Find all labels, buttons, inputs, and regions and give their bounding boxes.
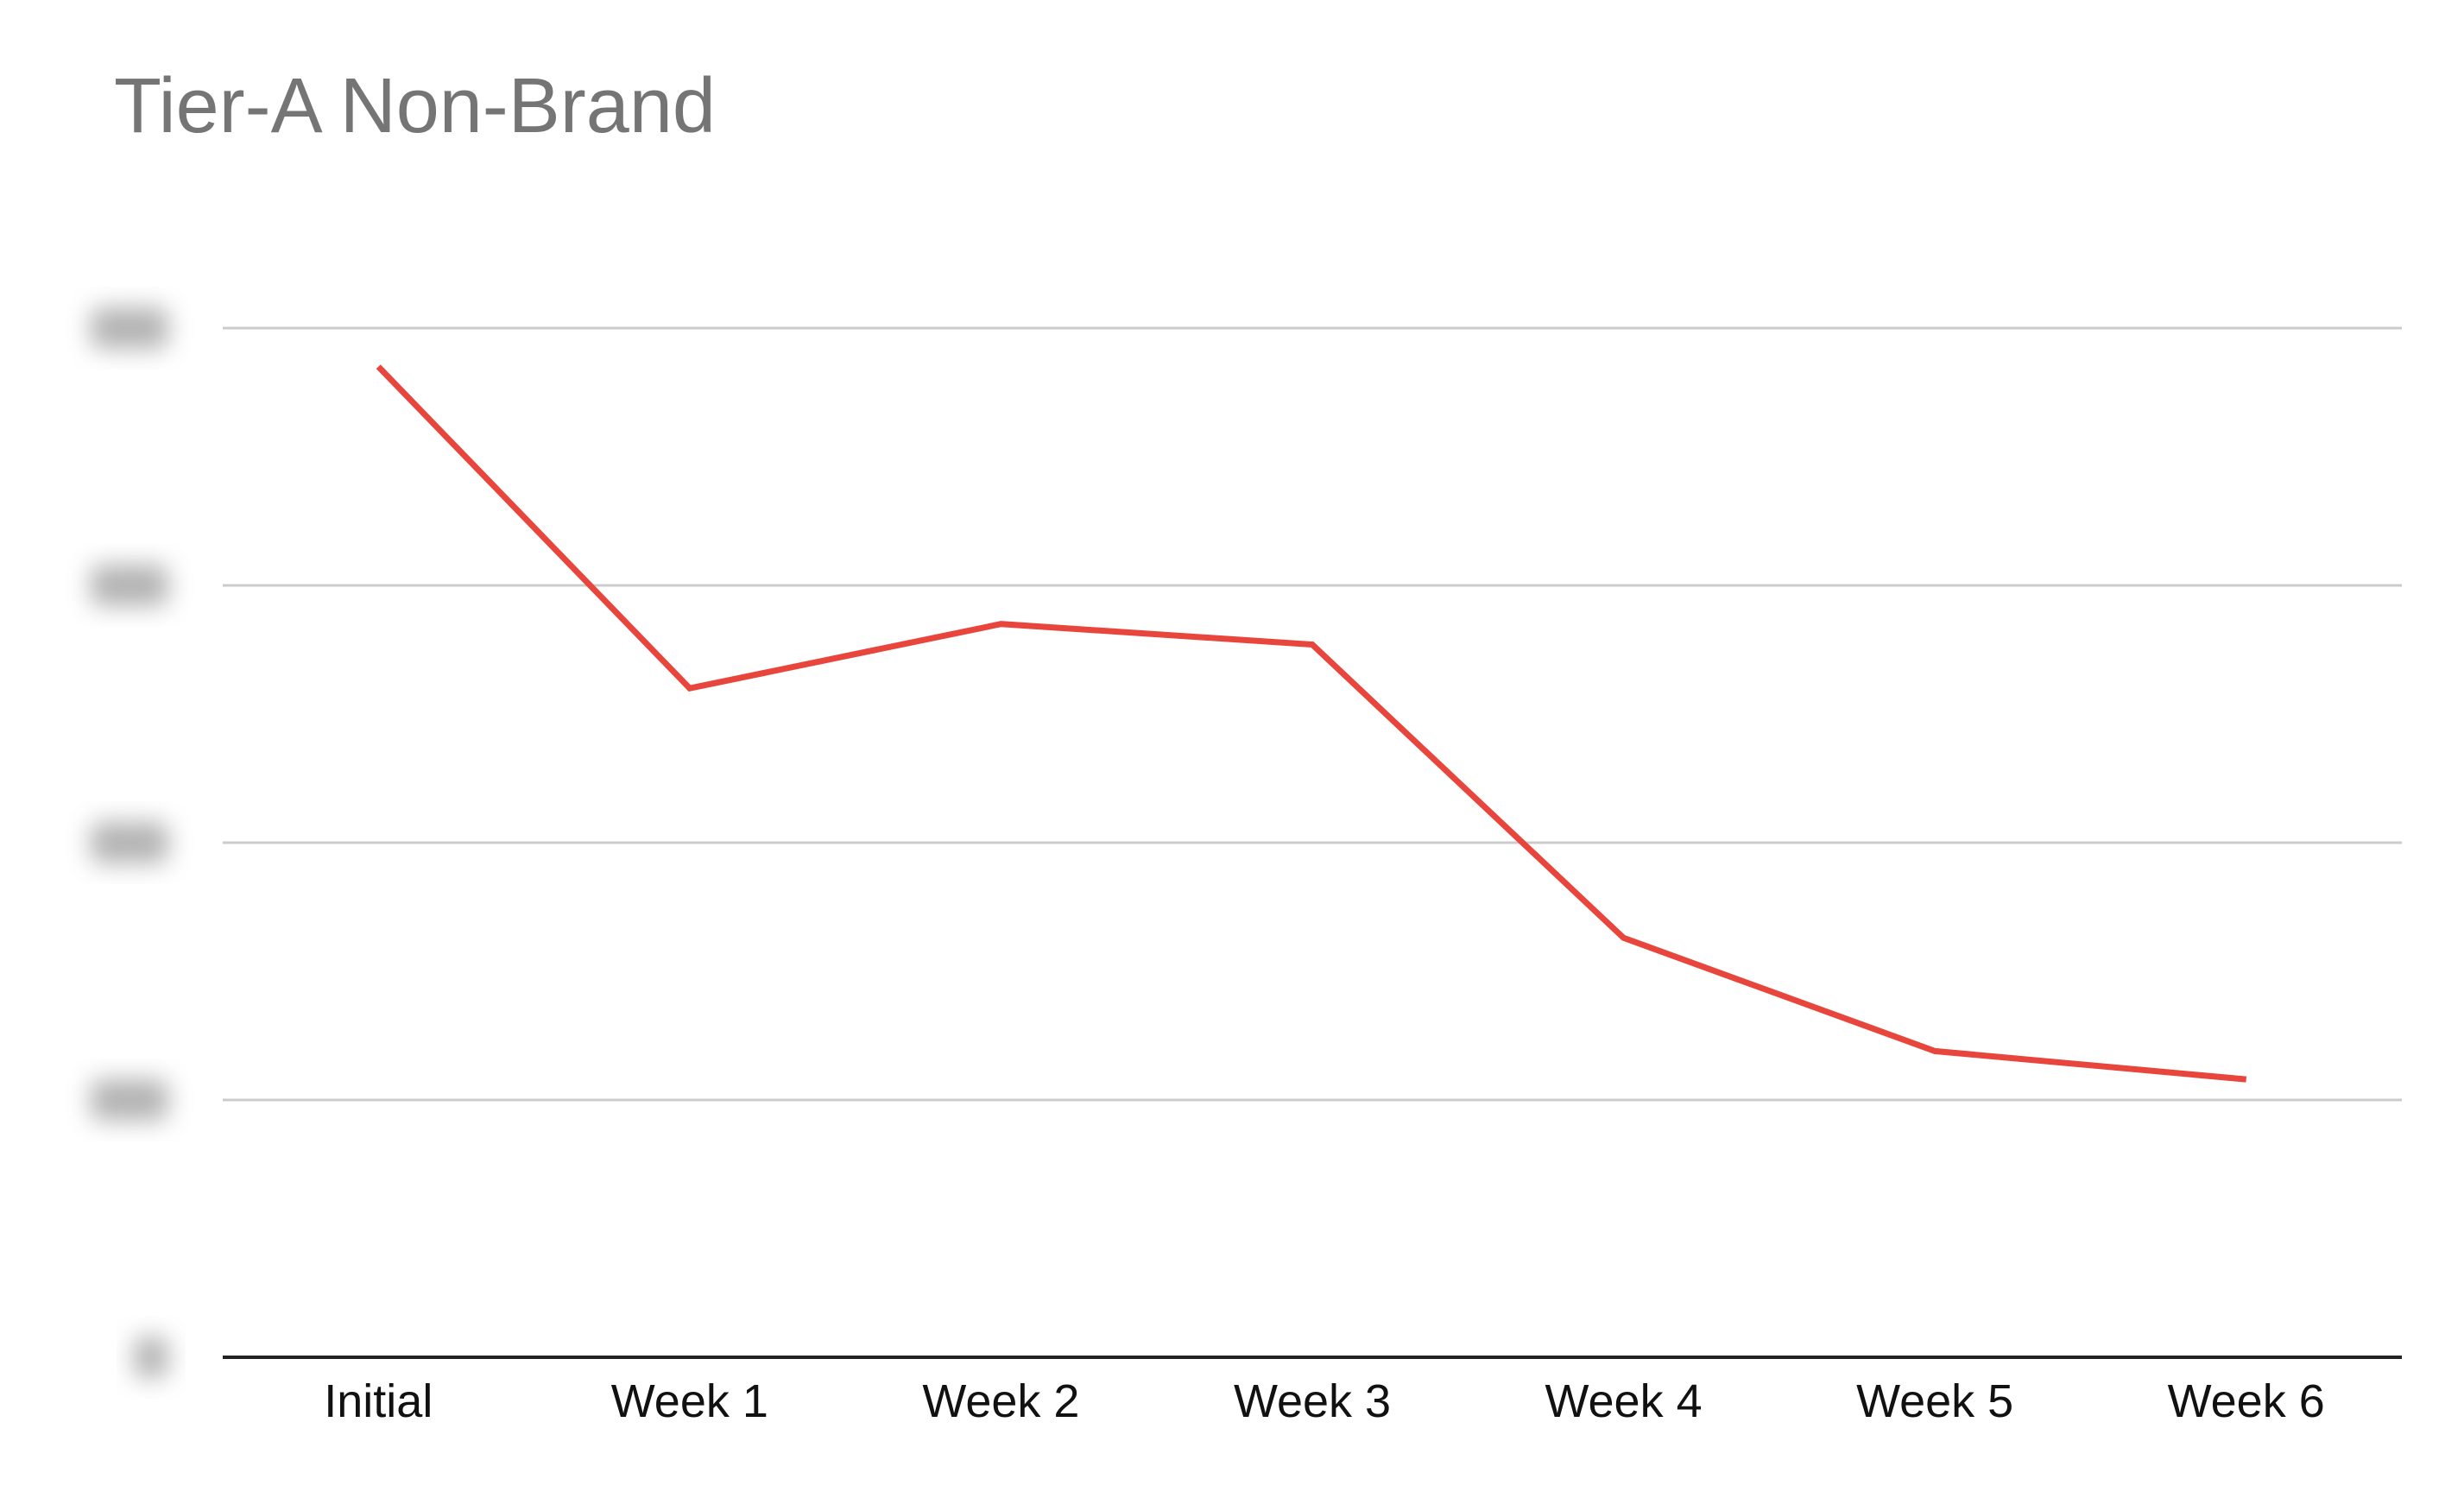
chart-title: Tier-A Non-Brand	[114, 63, 716, 149]
x-tick-label: Week 3	[1234, 1375, 1391, 1427]
y-tick-label-obscured	[134, 1337, 168, 1378]
y-tick-label-obscured	[91, 307, 168, 349]
x-tick-label: Initial	[324, 1375, 433, 1427]
x-tick-label: Week 2	[922, 1375, 1079, 1427]
x-tick-label: Week 6	[2168, 1375, 2325, 1427]
x-tick-label: Week 5	[1856, 1375, 2013, 1427]
x-tick-label: Week 1	[611, 1375, 768, 1427]
y-tick-label-obscured	[91, 1079, 168, 1121]
series-line	[376, 364, 2247, 1083]
y-tick-label-obscured	[91, 565, 168, 606]
series-layer	[376, 364, 2247, 1083]
gridlines	[223, 326, 2402, 1102]
y-tick-label-obscured	[91, 822, 168, 863]
y-axis-tick-labels	[91, 307, 168, 1378]
x-axis-tick-labels: Initial Week 1 Week 2 Week 3 Week 4 Week 5 Wee…	[324, 1375, 2325, 1427]
x-tick-label: Week 4	[1545, 1375, 1703, 1427]
